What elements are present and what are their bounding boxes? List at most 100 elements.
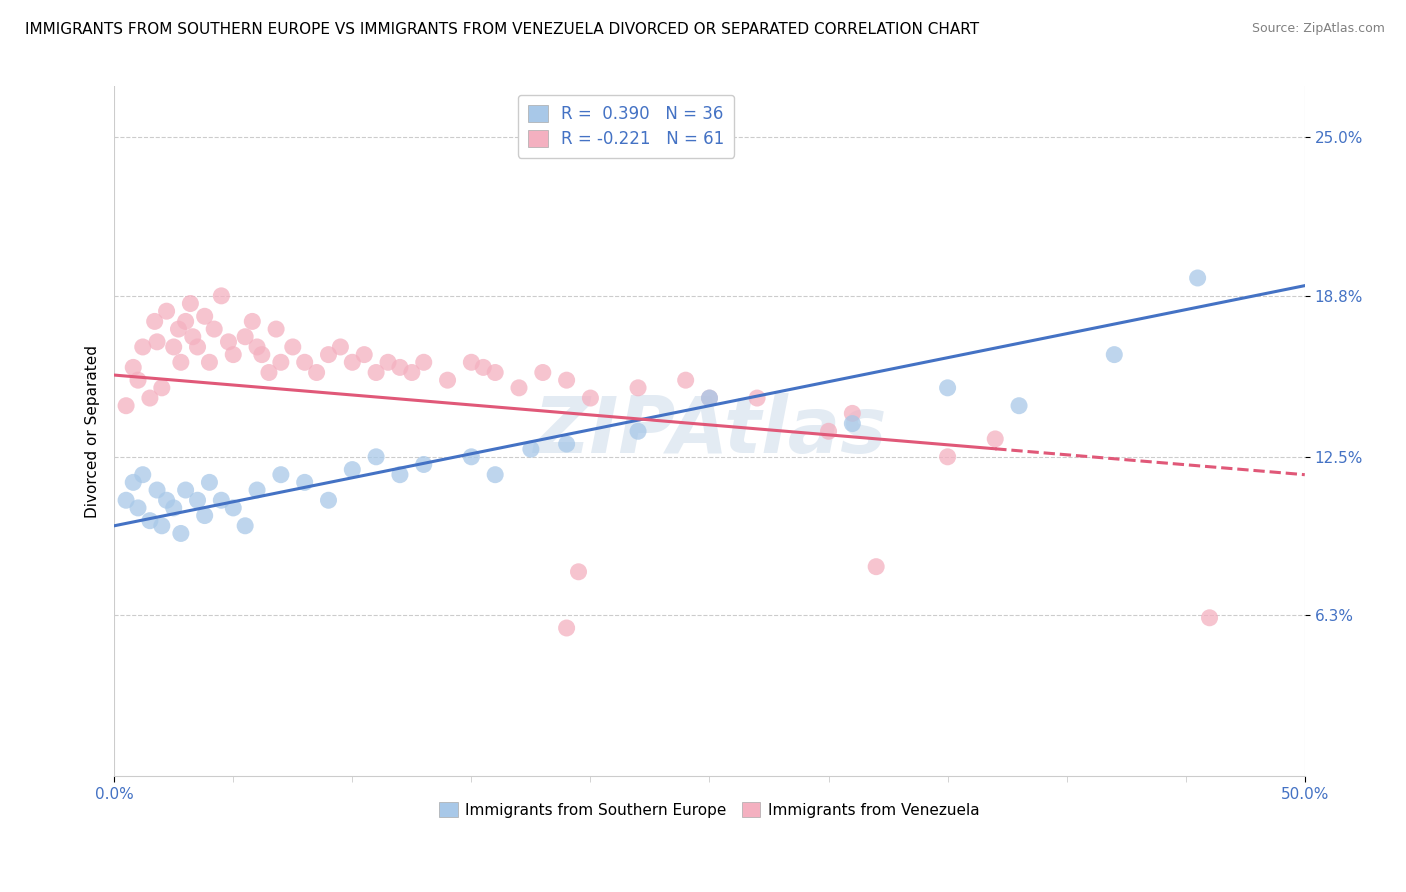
Point xyxy=(146,334,169,349)
Point xyxy=(699,391,721,405)
Point xyxy=(377,355,399,369)
Point xyxy=(472,360,495,375)
Point xyxy=(579,391,602,405)
Point xyxy=(342,462,364,476)
Point xyxy=(817,424,839,438)
Point xyxy=(240,314,263,328)
Point xyxy=(936,381,959,395)
Point xyxy=(150,518,173,533)
Point xyxy=(401,366,423,380)
Point xyxy=(294,355,316,369)
Point xyxy=(209,289,232,303)
Point xyxy=(460,450,482,464)
Point xyxy=(146,483,169,497)
Point xyxy=(233,518,256,533)
Point xyxy=(388,360,411,375)
Point xyxy=(555,621,578,635)
Point xyxy=(412,355,434,369)
Text: IMMIGRANTS FROM SOUTHERN EUROPE VS IMMIGRANTS FROM VENEZUELA DIVORCED OR SEPARAT: IMMIGRANTS FROM SOUTHERN EUROPE VS IMMIG… xyxy=(25,22,980,37)
Point xyxy=(181,330,204,344)
Point xyxy=(139,391,162,405)
Point xyxy=(329,340,352,354)
Point xyxy=(163,500,186,515)
Point xyxy=(555,373,578,387)
Point xyxy=(155,304,177,318)
Legend: Immigrants from Southern Europe, Immigrants from Venezuela: Immigrants from Southern Europe, Immigra… xyxy=(433,796,986,823)
Point xyxy=(174,314,197,328)
Point xyxy=(132,467,155,482)
Point xyxy=(186,340,208,354)
Point xyxy=(246,483,269,497)
Point xyxy=(936,450,959,464)
Text: ZIPAtlas: ZIPAtlas xyxy=(533,393,886,469)
Point xyxy=(555,437,578,451)
Point xyxy=(209,493,232,508)
Point xyxy=(841,417,863,431)
Point xyxy=(342,355,364,369)
Point xyxy=(143,314,166,328)
Point xyxy=(115,493,138,508)
Point xyxy=(305,366,328,380)
Point xyxy=(122,360,145,375)
Point xyxy=(257,366,280,380)
Y-axis label: Divorced or Separated: Divorced or Separated xyxy=(86,345,100,517)
Point xyxy=(865,559,887,574)
Point xyxy=(281,340,304,354)
Point xyxy=(366,366,388,380)
Point xyxy=(222,348,245,362)
Point xyxy=(520,442,543,457)
Point xyxy=(318,493,340,508)
Point xyxy=(198,355,221,369)
Point xyxy=(318,348,340,362)
Point xyxy=(174,483,197,497)
Point xyxy=(699,391,721,405)
Point xyxy=(294,475,316,490)
Point xyxy=(508,381,530,395)
Point xyxy=(484,467,506,482)
Point xyxy=(250,348,273,362)
Point xyxy=(139,514,162,528)
Point xyxy=(531,366,554,380)
Point xyxy=(186,493,208,508)
Point xyxy=(984,432,1007,446)
Point xyxy=(179,296,201,310)
Point xyxy=(1187,271,1209,285)
Point xyxy=(675,373,697,387)
Point xyxy=(218,334,240,349)
Point xyxy=(194,508,217,523)
Point xyxy=(841,406,863,420)
Point xyxy=(222,500,245,515)
Point xyxy=(1198,611,1220,625)
Point xyxy=(627,381,650,395)
Point xyxy=(198,475,221,490)
Point xyxy=(194,310,217,324)
Point xyxy=(388,467,411,482)
Point xyxy=(460,355,482,369)
Point xyxy=(484,366,506,380)
Point xyxy=(150,381,173,395)
Point xyxy=(627,424,650,438)
Point xyxy=(115,399,138,413)
Text: Source: ZipAtlas.com: Source: ZipAtlas.com xyxy=(1251,22,1385,36)
Point xyxy=(127,373,149,387)
Point xyxy=(170,355,193,369)
Point xyxy=(270,355,292,369)
Point xyxy=(412,458,434,472)
Point xyxy=(132,340,155,354)
Point xyxy=(366,450,388,464)
Point xyxy=(1008,399,1031,413)
Point xyxy=(167,322,190,336)
Point xyxy=(567,565,589,579)
Point xyxy=(1104,348,1126,362)
Point xyxy=(163,340,186,354)
Point xyxy=(127,500,149,515)
Point xyxy=(170,526,193,541)
Point xyxy=(745,391,768,405)
Point xyxy=(246,340,269,354)
Point xyxy=(353,348,375,362)
Point xyxy=(264,322,287,336)
Point xyxy=(233,330,256,344)
Point xyxy=(270,467,292,482)
Point xyxy=(122,475,145,490)
Point xyxy=(202,322,225,336)
